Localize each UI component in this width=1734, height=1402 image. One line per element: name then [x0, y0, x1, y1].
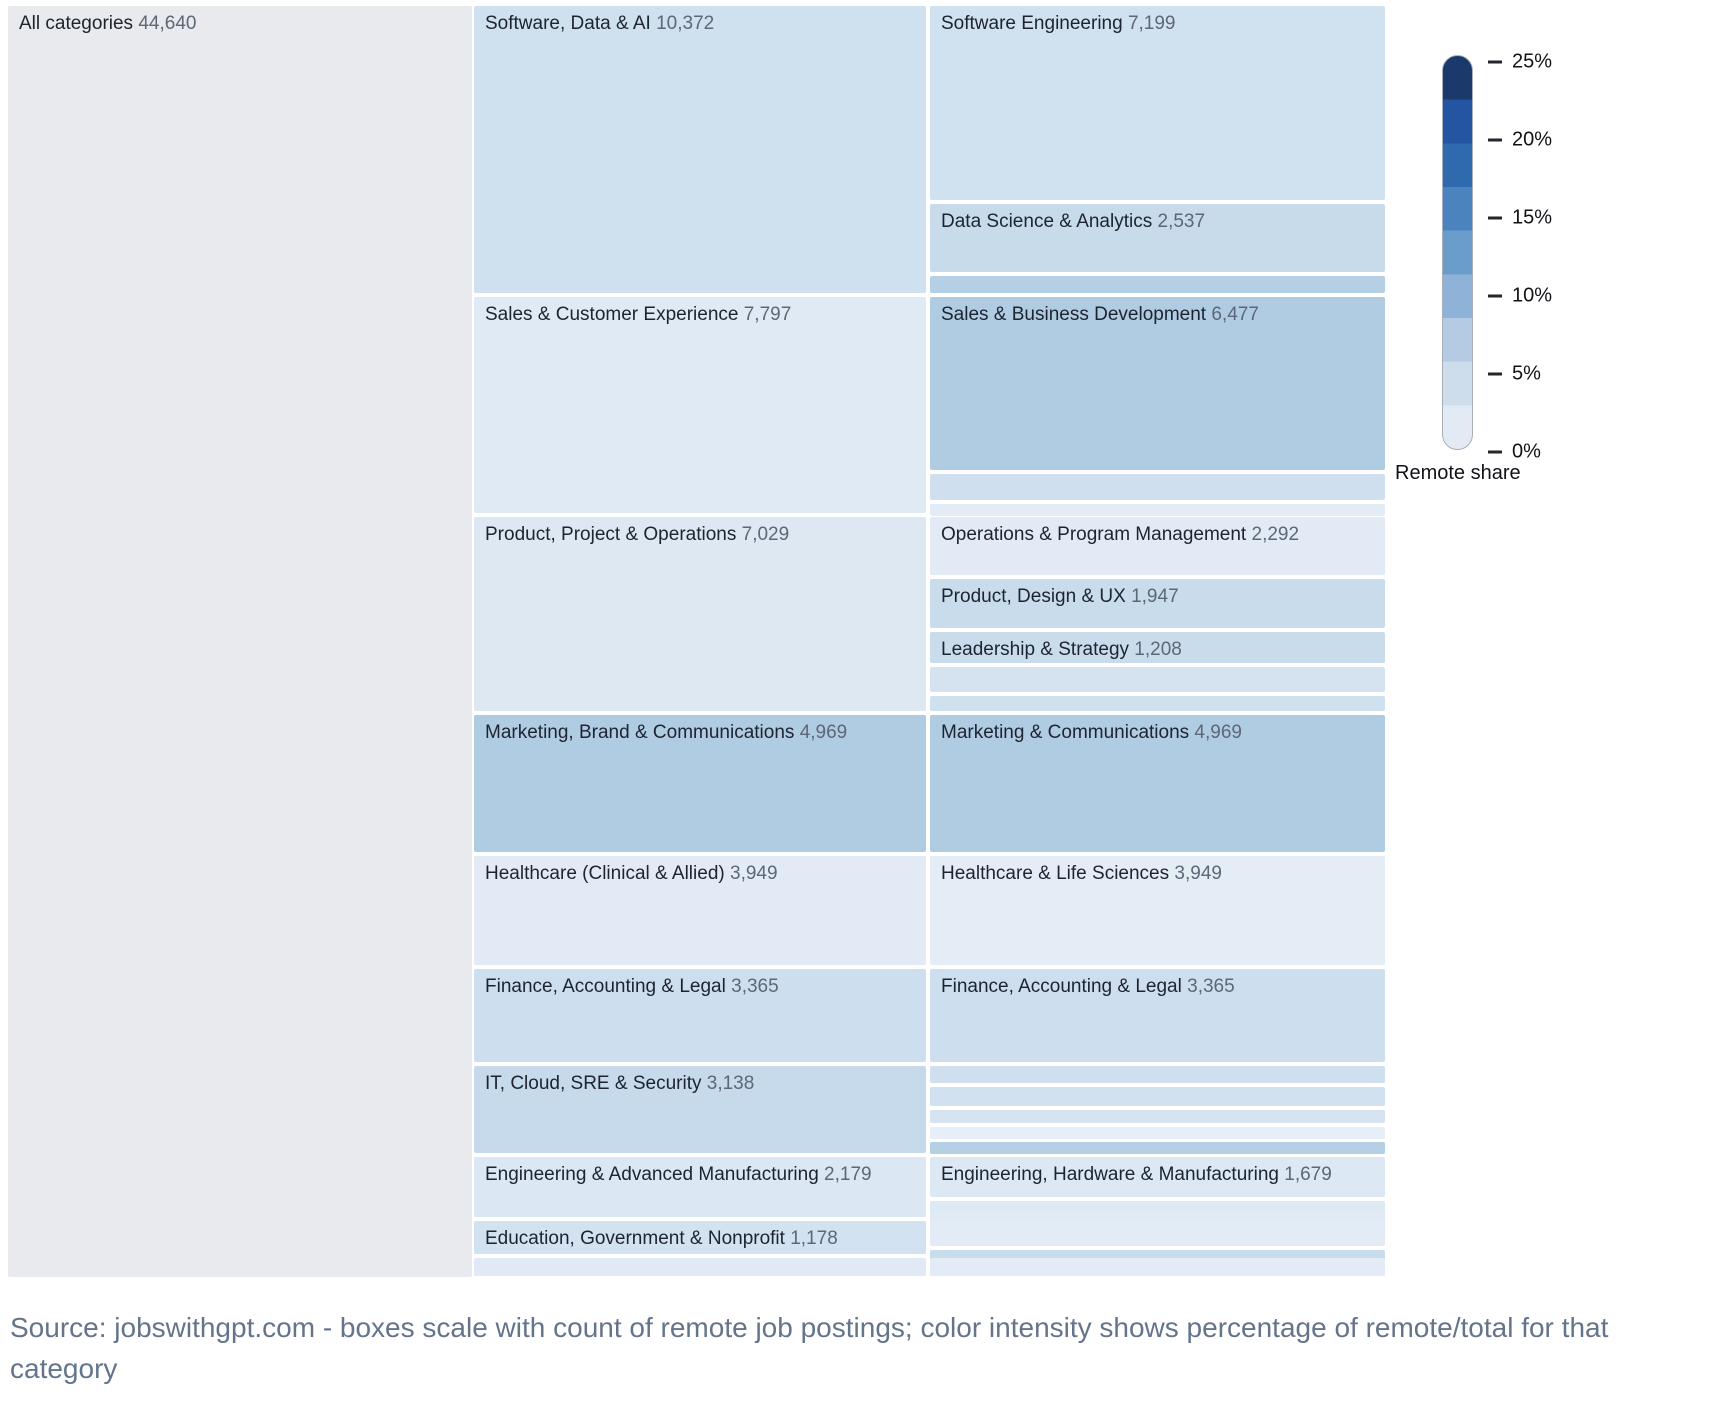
node-value: 3,365	[725, 976, 779, 997]
tick-label: 10%	[1512, 284, 1553, 307]
treemap-node-healthcare-clinical-allied[interactable]: Healthcare (Clinical & Allied) 3,949	[474, 856, 926, 965]
node-value: 4,969	[1189, 722, 1242, 743]
tick-mark-icon	[1488, 294, 1502, 298]
tick-mark-icon	[1488, 450, 1502, 454]
node-label: Marketing & Communications	[941, 722, 1190, 743]
treemap-node-finance-accounting-legal[interactable]: Finance, Accounting & Legal 3,365	[930, 969, 1385, 1062]
source-note: Source: jobswithgpt.com - boxes scale wi…	[10, 1312, 1609, 1384]
legend-tick-15pct: 15%	[1488, 207, 1552, 230]
node-label: Healthcare & Life Sciences	[941, 863, 1170, 884]
treemap-node-software-data-ai[interactable]: Software, Data & AI 10,372	[474, 6, 926, 293]
node-value: 1,947	[1125, 586, 1179, 607]
node-label: Healthcare (Clinical & Allied)	[485, 863, 725, 884]
treemap-node-unlabeled[interactable]	[930, 504, 1385, 516]
node-label: Sales & Customer Experience	[485, 304, 739, 325]
treemap-node-product-project-operations[interactable]: Product, Project & Operations 7,029	[474, 517, 926, 711]
treemap-node-operations-program-management[interactable]: Operations & Program Management 2,292	[930, 517, 1385, 575]
treemap-node-unlabeled[interactable]	[930, 1258, 1385, 1276]
tick-mark-icon	[1488, 60, 1502, 64]
treemap-node-unlabeled[interactable]	[930, 696, 1385, 711]
node-value: 1,178	[784, 1228, 838, 1249]
legend-title: Remote share	[1395, 462, 1521, 484]
treemap-node-sales-business-development[interactable]: Sales & Business Development 6,477	[930, 297, 1385, 470]
node-value: 7,797	[738, 304, 792, 325]
tick-label: 20%	[1512, 128, 1553, 151]
treemap-node-leadership-strategy[interactable]: Leadership & Strategy 1,208	[930, 632, 1385, 663]
treemap-node-unlabeled[interactable]	[930, 667, 1385, 692]
node-value: 3,138	[701, 1073, 755, 1094]
node-label: Marketing, Brand & Communications	[485, 722, 795, 743]
legend-tick-10pct: 10%	[1488, 285, 1552, 308]
node-value: 44,640	[133, 13, 197, 34]
treemap-node-finance-accounting-legal[interactable]: Finance, Accounting & Legal 3,365	[474, 969, 926, 1062]
legend-tick-25pct: 25%	[1488, 51, 1552, 74]
treemap-node-unlabeled[interactable]	[930, 1087, 1385, 1106]
node-label: Finance, Accounting & Legal	[485, 976, 726, 997]
legend-tick-0pct: 0%	[1488, 441, 1541, 464]
node-value: 1,208	[1129, 639, 1182, 660]
tick-mark-icon	[1488, 372, 1502, 376]
node-label: Software, Data & AI	[485, 13, 651, 34]
tick-label: 25%	[1512, 50, 1553, 73]
treemap-node-unlabeled[interactable]	[930, 1127, 1385, 1139]
node-label: Product, Design & UX	[941, 586, 1126, 607]
treemap-node-marketing-communications[interactable]: Marketing & Communications 4,969	[930, 715, 1385, 852]
treemap-node-software-engineering[interactable]: Software Engineering 7,199	[930, 6, 1385, 200]
node-label: Sales & Business Development	[941, 304, 1207, 325]
node-value: 2,179	[818, 1164, 872, 1185]
treemap-node-product-design-ux[interactable]: Product, Design & UX 1,947	[930, 579, 1385, 628]
node-label: Software Engineering	[941, 13, 1123, 34]
tick-mark-icon	[1488, 138, 1502, 142]
treemap-node-data-science-analytics[interactable]: Data Science & Analytics 2,537	[930, 204, 1385, 272]
node-value: 7,199	[1122, 13, 1176, 34]
node-value: 2,537	[1152, 211, 1206, 232]
treemap-node-engineering-advanced-manufacturing[interactable]: Engineering & Advanced Manufacturing 2,1…	[474, 1157, 926, 1217]
treemap-node-unlabeled[interactable]	[930, 1201, 1385, 1213]
node-label: Product, Project & Operations	[485, 524, 737, 545]
legend-colorbar	[1442, 55, 1473, 450]
tick-label: 0%	[1512, 440, 1541, 463]
node-label: Engineering & Advanced Manufacturing	[485, 1164, 819, 1185]
node-value: 3,949	[1169, 863, 1222, 884]
node-value: 3,949	[724, 863, 778, 884]
treemap-node-education-government-nonprofit[interactable]: Education, Government & Nonprofit 1,178	[474, 1221, 926, 1254]
node-value: 10,372	[650, 13, 715, 34]
node-label: All categories	[19, 13, 134, 34]
treemap-node-engineering-hardware-manufacturing[interactable]: Engineering, Hardware & Manufacturing 1,…	[930, 1157, 1385, 1197]
node-label: Leadership & Strategy	[941, 639, 1130, 660]
node-value: 6,477	[1206, 304, 1259, 325]
node-label: Data Science & Analytics	[941, 211, 1153, 232]
tick-label: 5%	[1512, 362, 1541, 385]
treemap-node-marketing-brand-communications[interactable]: Marketing, Brand & Communications 4,969	[474, 715, 926, 852]
node-value: 4,969	[794, 722, 848, 743]
node-label: Operations & Program Management	[941, 524, 1247, 545]
treemap-node-unlabeled[interactable]	[930, 1221, 1385, 1246]
node-value: 1,679	[1278, 1164, 1332, 1185]
legend-tick-5pct: 5%	[1488, 363, 1541, 386]
treemap-node-sales-customer-experience[interactable]: Sales & Customer Experience 7,797	[474, 297, 926, 513]
node-label: Education, Government & Nonprofit	[485, 1228, 785, 1249]
treemap-node-it-cloud-sre-security[interactable]: IT, Cloud, SRE & Security 3,138	[474, 1066, 926, 1153]
treemap-node-unlabeled[interactable]	[930, 474, 1385, 500]
treemap-node-unlabeled[interactable]	[474, 1258, 926, 1276]
treemap-node-unlabeled[interactable]	[930, 1142, 1385, 1154]
tick-mark-icon	[1488, 216, 1502, 220]
treemap-node-unlabeled[interactable]	[930, 1066, 1385, 1083]
treemap-node-unlabeled[interactable]	[930, 276, 1385, 293]
treemap-node-all-categories[interactable]: All categories 44,640	[8, 6, 472, 1277]
node-label: Finance, Accounting & Legal	[941, 976, 1182, 997]
tick-label: 15%	[1512, 206, 1553, 229]
node-value: 7,029	[736, 524, 790, 545]
node-value: 3,365	[1181, 976, 1235, 997]
node-value: 2,292	[1246, 524, 1300, 545]
legend-tick-20pct: 20%	[1488, 129, 1552, 152]
treemap-node-unlabeled[interactable]	[930, 1110, 1385, 1123]
treemap-node-healthcare-life-sciences[interactable]: Healthcare & Life Sciences 3,949	[930, 856, 1385, 965]
node-label: IT, Cloud, SRE & Security	[485, 1073, 702, 1094]
node-label: Engineering, Hardware & Manufacturing	[941, 1164, 1279, 1185]
